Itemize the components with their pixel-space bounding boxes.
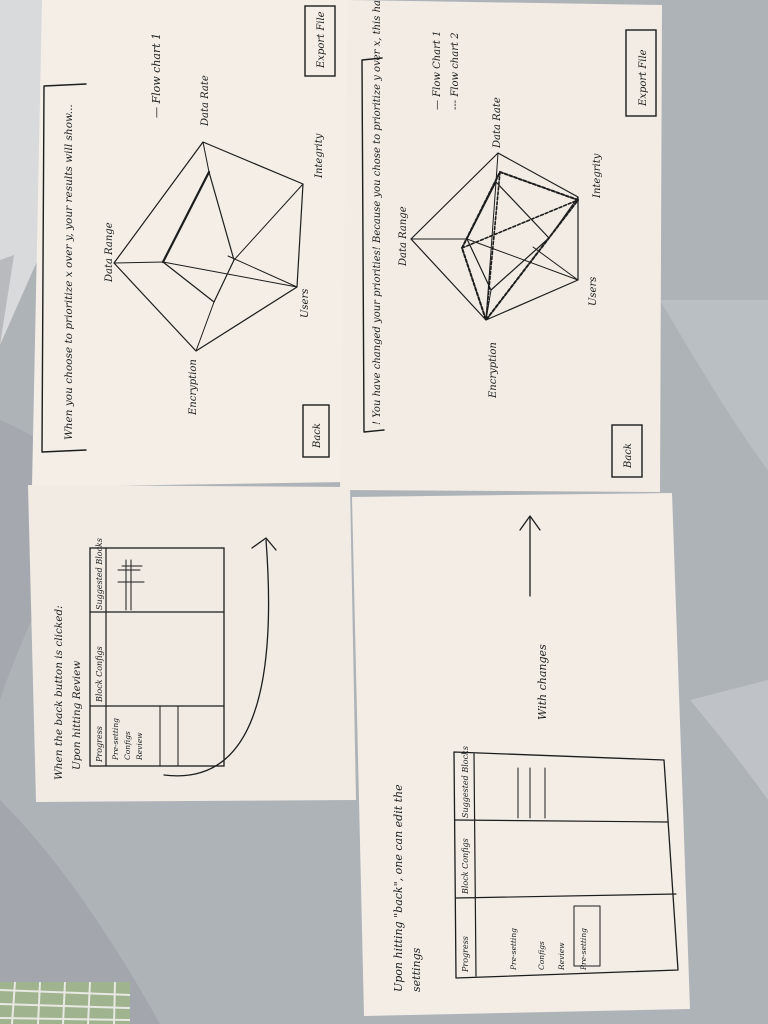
radar-chart: [410, 152, 579, 321]
sheet-review-wireframe: When the back button is clicked: Upon hi…: [28, 485, 356, 802]
edit-note-line-2: settings: [410, 947, 423, 992]
progress-item: Pre-setting: [111, 718, 120, 761]
back-clicked-note: When the back button is clicked:: [53, 605, 65, 780]
progress-item: Pre-setting: [579, 928, 588, 971]
progress-item: Pre-setting: [509, 928, 518, 971]
plaid-cloth: [0, 981, 131, 1024]
axis-label-data-range: Data Range: [104, 222, 115, 283]
back-button[interactable]: [302, 404, 330, 458]
legend-flow-chart-1: — Flow chart 1: [150, 33, 163, 118]
back-label: Back: [312, 423, 323, 449]
axis-label-integrity: Integrity: [314, 133, 325, 179]
wireframe-window: [89, 547, 225, 767]
laptop-edge: [0, 255, 14, 345]
column-progress: Progress: [95, 726, 104, 763]
sheet-results-single: When you choose to prioritize x over y, …: [32, 0, 350, 487]
edit-note-line-1: Upon hitting "back", one can edit the: [392, 784, 405, 992]
wireframe-window: [453, 751, 679, 979]
progress-item: Configs: [123, 731, 132, 760]
axis-label-users: Users: [300, 289, 311, 318]
results-compare-caption: ! You have changed your priorities! Beca…: [372, 0, 383, 425]
export-file-button[interactable]: [304, 5, 336, 77]
curved-arrow: [163, 539, 270, 777]
progress-item: Review: [135, 732, 144, 761]
back-label: Back: [623, 443, 634, 469]
export-file-button[interactable]: [625, 29, 657, 117]
column-suggested-blocks: Suggested Blocks: [95, 538, 104, 610]
axis-label-encryption: Encryption: [488, 342, 499, 399]
column-block-configs: Block Configs: [95, 646, 104, 703]
column-block-configs: Block Configs: [461, 838, 470, 895]
legend-flow-chart-1: — Flow Chart 1: [432, 31, 443, 110]
axis-label-data-range: Data Range: [398, 206, 409, 267]
axis-label-data-rate: Data Rate: [492, 97, 503, 149]
column-progress: Progress: [461, 936, 470, 973]
progress-item: Configs: [537, 941, 546, 970]
fabric-fold: [660, 300, 768, 470]
review-subnote: Upon hitting Review: [71, 661, 83, 770]
legend-flow-chart-2: --- Flow chart 2: [450, 32, 461, 110]
fabric-fold: [0, 800, 160, 1024]
fabric-fold: [690, 680, 768, 800]
axis-label-users: Users: [588, 277, 599, 306]
axis-label-data-rate: Data Rate: [200, 75, 211, 127]
radar-chart: [113, 141, 304, 352]
axis-label-encryption: Encryption: [188, 359, 199, 416]
results-caption: When you choose to prioritize x over y, …: [63, 104, 75, 440]
column-suggested-blocks: Suggested Blocks: [461, 746, 470, 818]
right-arrow: [519, 515, 541, 597]
back-button[interactable]: [611, 424, 643, 478]
with-changes-label: With changes: [536, 644, 549, 720]
export-file-label: Export File: [638, 49, 649, 107]
progress-item: Review: [557, 942, 566, 971]
sheet-results-compare: ! You have changed your priorities! Beca…: [340, 0, 662, 492]
axis-label-integrity: Integrity: [592, 153, 603, 199]
export-file-label: Export File: [316, 11, 327, 69]
sheet-edit-settings: Upon hitting "back", one can edit the se…: [352, 493, 690, 1016]
